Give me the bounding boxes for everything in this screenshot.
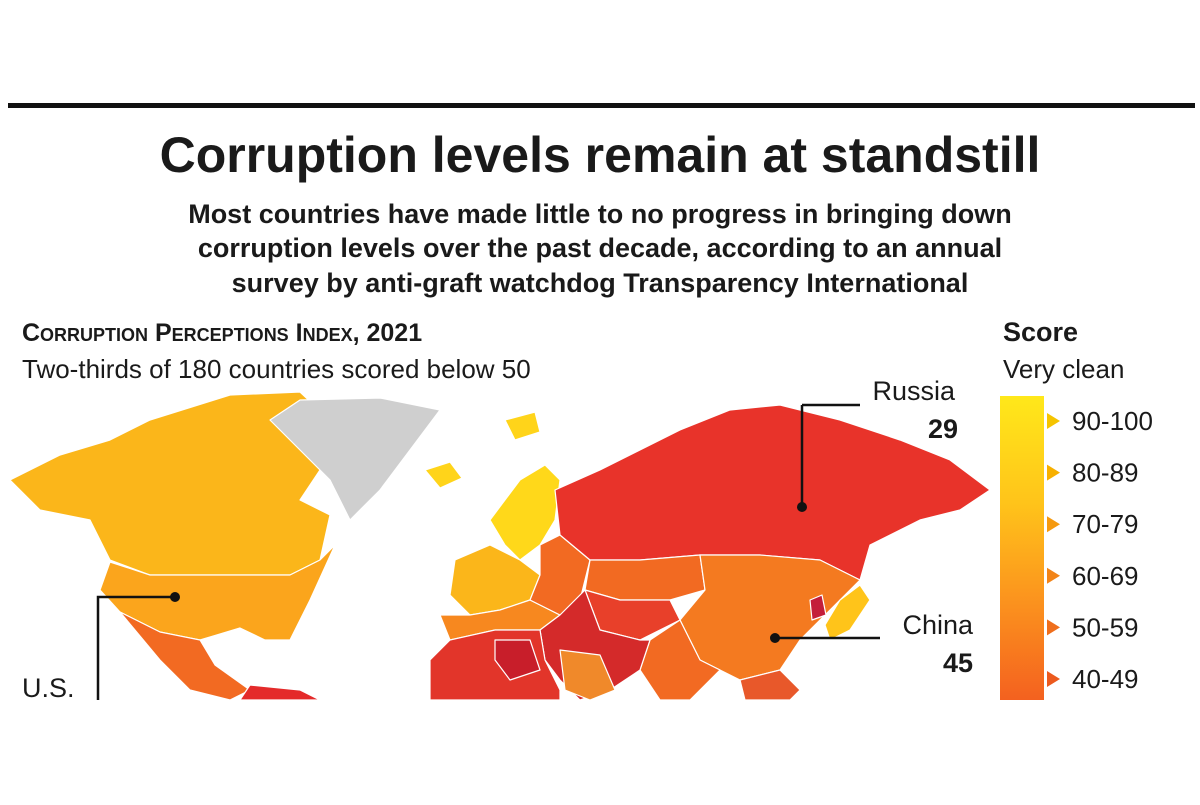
legend-title: Score bbox=[1003, 317, 1078, 347]
korea bbox=[809, 594, 827, 621]
greenland bbox=[269, 397, 441, 521]
japan bbox=[824, 584, 871, 641]
legend-marker bbox=[1047, 619, 1060, 636]
legend-label: 50-59 bbox=[1072, 612, 1139, 642]
subtitle-line: corruption levels over the past decade, … bbox=[198, 233, 1002, 263]
callout-score: 29 bbox=[928, 414, 958, 444]
southeast-asia bbox=[739, 669, 801, 700]
world-map bbox=[9, 391, 991, 700]
legend-marker bbox=[1047, 567, 1060, 584]
index-title: Corruption Perceptions Index, 2021 bbox=[22, 319, 422, 347]
legend-label: 70-79 bbox=[1072, 509, 1139, 539]
callout-label: U.S. bbox=[22, 673, 75, 703]
legend-label: 40-49 bbox=[1072, 664, 1139, 694]
subtitle-line: Most countries have made little to no pr… bbox=[188, 199, 1012, 229]
callout-line bbox=[96, 595, 175, 700]
callout-dot bbox=[170, 592, 180, 602]
legend-label: 60-69 bbox=[1072, 561, 1139, 591]
india bbox=[639, 619, 721, 700]
title: Corruption levels remain at standstill bbox=[160, 127, 1041, 183]
top-rule bbox=[8, 103, 1195, 108]
arabia bbox=[559, 649, 616, 700]
callout-dot bbox=[770, 633, 780, 643]
canada bbox=[9, 391, 331, 576]
callout-dot bbox=[797, 502, 807, 512]
china bbox=[679, 554, 861, 681]
callout-label: China bbox=[902, 610, 974, 640]
subtitle-line: survey by anti-graft watchdog Transparen… bbox=[232, 268, 969, 298]
callout-label: Russia bbox=[872, 376, 956, 406]
callout-score: 45 bbox=[943, 648, 973, 678]
libya bbox=[494, 639, 541, 681]
legend-marker bbox=[1047, 413, 1060, 429]
legend-label: 80-89 bbox=[1072, 458, 1139, 488]
index-subtitle: Two-thirds of 180 countries scored below… bbox=[22, 354, 531, 384]
legend-marker bbox=[1047, 671, 1060, 687]
legend-subtitle: Very clean bbox=[1003, 354, 1124, 384]
legend-scale bbox=[1000, 396, 1044, 700]
legend-label: 90-100 bbox=[1072, 406, 1153, 436]
russia bbox=[554, 404, 991, 581]
legend-marker bbox=[1047, 464, 1060, 481]
iceland bbox=[424, 461, 463, 489]
kazakhstan bbox=[584, 554, 706, 601]
svalbard bbox=[504, 411, 541, 441]
caribbean bbox=[239, 684, 321, 700]
scandinavia bbox=[489, 464, 561, 561]
legend-items: 90-100 80-89 70-79 60-69 50-59 40-49 bbox=[1047, 406, 1153, 694]
legend-marker bbox=[1047, 516, 1060, 533]
